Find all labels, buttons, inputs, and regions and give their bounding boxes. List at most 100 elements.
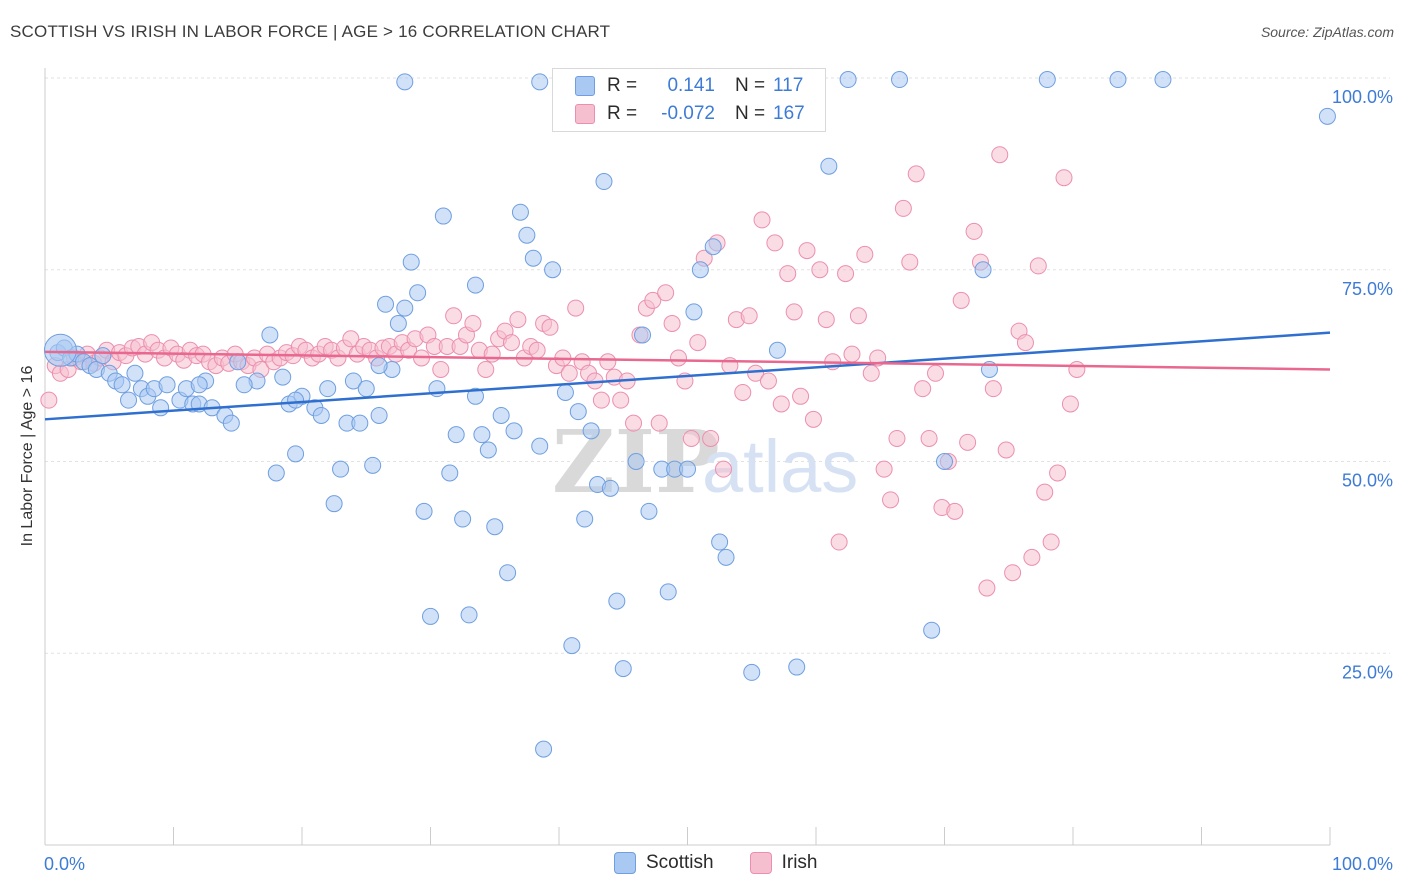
legend-n-label: N =: [735, 103, 766, 124]
data-point: [473, 426, 491, 444]
data-point: [601, 479, 619, 497]
data-point: [914, 380, 932, 398]
data-point: [505, 422, 523, 440]
data-point: [974, 261, 992, 279]
data-point: [576, 510, 594, 528]
data-point: [592, 391, 610, 409]
data-point: [759, 372, 777, 390]
data-point: [229, 353, 247, 371]
data-point: [190, 376, 208, 394]
data-point: [608, 592, 626, 610]
data-point: [650, 414, 668, 432]
data-point: [644, 291, 662, 309]
data-point: [441, 464, 459, 482]
series-swatch-scottish: [614, 852, 636, 874]
legend-n-label: N =: [735, 75, 766, 96]
data-point: [659, 583, 677, 601]
data-point: [477, 360, 495, 378]
data-point: [788, 658, 806, 676]
data-point: [817, 311, 835, 329]
data-point: [509, 311, 527, 329]
data-point: [670, 349, 688, 367]
data-point: [907, 165, 925, 183]
data-point: [891, 71, 909, 89]
data-point: [447, 426, 465, 444]
data-point: [991, 146, 1009, 164]
data-point: [804, 410, 822, 428]
data-point: [312, 406, 330, 424]
data-point: [287, 391, 305, 409]
data-point: [364, 456, 382, 474]
series-legend-irish[interactable]: Irish: [749, 852, 818, 874]
legend-n-value-irish: 167: [773, 103, 805, 124]
data-point: [595, 173, 613, 191]
data-point: [768, 341, 786, 359]
data-point: [946, 502, 964, 520]
data-point: [466, 276, 484, 294]
data-point: [351, 414, 369, 432]
series-name-irish: Irish: [781, 852, 818, 873]
data-point: [625, 414, 643, 432]
data-point: [1061, 395, 1079, 413]
series-legend-scottish[interactable]: Scottish: [614, 852, 714, 874]
data-point: [717, 548, 735, 566]
data-point: [422, 607, 439, 625]
legend-n-value-scottish: 117: [773, 75, 804, 96]
data-point: [158, 376, 176, 394]
data-point: [734, 383, 752, 401]
legend-swatch-scottish: [575, 76, 595, 96]
data-point: [679, 460, 696, 478]
data-point: [711, 533, 729, 551]
data-point: [464, 314, 482, 332]
data-point: [837, 265, 855, 283]
data-point: [377, 295, 395, 313]
data-point: [563, 637, 581, 655]
y-tick-label: 25.0%: [1342, 662, 1393, 682]
data-point: [798, 242, 816, 260]
data-point: [965, 222, 983, 240]
data-point: [888, 429, 906, 447]
data-point: [402, 253, 420, 271]
data-point: [370, 406, 388, 424]
data-point: [1049, 464, 1067, 482]
data-point: [714, 460, 732, 478]
data-point: [541, 318, 559, 336]
data-point: [1004, 564, 1022, 582]
data-point: [704, 238, 722, 256]
data-point: [1109, 71, 1127, 89]
trend-lines: [44, 331, 1331, 421]
data-point: [682, 429, 700, 447]
data-point: [434, 207, 452, 225]
data-point: [1036, 483, 1054, 501]
chart-title: SCOTTISH VS IRISH IN LABOR FORCE | AGE >…: [10, 22, 611, 41]
data-point: [342, 330, 360, 348]
data-point: [766, 234, 784, 252]
data-point: [901, 253, 919, 271]
data-point: [856, 245, 874, 263]
legend-r-value-irish: -0.072: [661, 103, 715, 124]
data-point: [634, 326, 652, 344]
legend-r-label: R =: [607, 75, 638, 96]
data-point: [120, 391, 138, 409]
data-point: [499, 564, 517, 582]
y-tick-label: 75.0%: [1342, 279, 1393, 299]
data-point: [531, 73, 549, 91]
data-point: [492, 406, 510, 424]
data-point: [927, 364, 945, 382]
data-point: [959, 433, 977, 451]
data-point: [486, 518, 504, 536]
data-point: [978, 579, 996, 597]
data-point: [843, 345, 861, 363]
data-point: [862, 364, 880, 382]
series-legend: Scottish Irish: [614, 852, 854, 874]
data-point: [332, 460, 350, 478]
data-point: [1068, 360, 1086, 378]
data-point: [287, 445, 305, 463]
data-point: [612, 391, 630, 409]
tick-labels: 25.0% 50.0% 75.0% 100.0% 0.0% 100.0%: [44, 87, 1393, 874]
data-point: [560, 364, 578, 382]
data-point: [997, 441, 1015, 459]
data-point: [743, 663, 761, 681]
data-point: [984, 380, 1002, 398]
